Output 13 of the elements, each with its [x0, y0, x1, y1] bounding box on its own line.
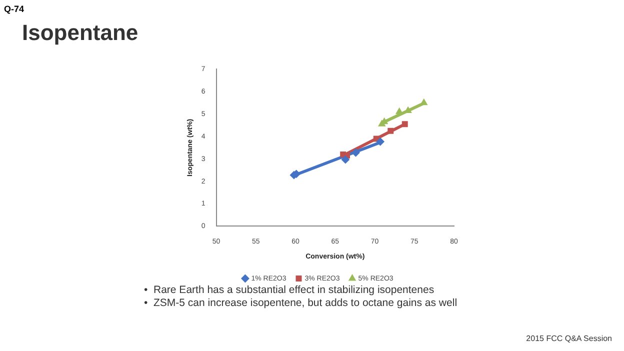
chart-title: Isopentane: [22, 20, 138, 46]
point: [396, 108, 403, 114]
text: 2015 FCC Q&A Session: [526, 334, 612, 343]
text: • Rare Earth has a substantial effect in stabilizing isopentenes: [144, 284, 436, 297]
point: [404, 106, 412, 113]
point: [376, 138, 384, 146]
point: [420, 98, 428, 106]
point: [352, 148, 360, 157]
text: Q-74: [4, 4, 24, 14]
text: • ZSM-5 can increase isopentene, but adds to octane gains as well: [144, 297, 458, 310]
point: [388, 128, 394, 134]
point: [341, 156, 350, 164]
point: [402, 121, 408, 128]
